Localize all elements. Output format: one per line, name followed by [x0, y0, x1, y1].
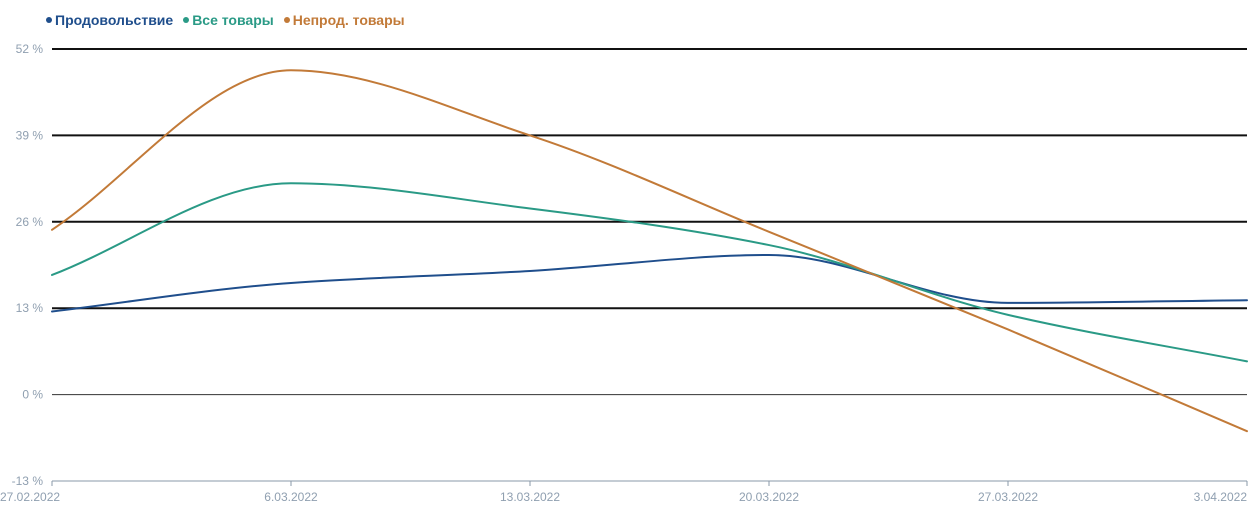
legend-label-food: Продовольствие	[55, 12, 174, 28]
x-tick-label: 6.03.2022	[264, 490, 318, 504]
y-tick-label: 26 %	[16, 215, 44, 229]
legend-item-nonfood[interactable]: Непрод. товары	[283, 12, 405, 28]
x-tick-label: 27.02.2022	[0, 490, 60, 504]
chart-legend: Продовольствие Все товары Непрод. товары	[46, 12, 405, 28]
y-tick-label: 13 %	[16, 301, 44, 315]
legend-marker-nonfood	[283, 17, 290, 23]
legend-marker-all-goods	[183, 17, 190, 23]
legend-item-food[interactable]: Продовольствие	[46, 12, 173, 28]
y-tick-label: 39 %	[16, 128, 44, 142]
y-tick-label: 52 %	[16, 42, 44, 56]
legend-label-all-goods: Все товары	[192, 12, 274, 28]
series-line-nonfood	[51, 69, 1248, 433]
y-tick-label: 0 %	[22, 388, 43, 402]
x-tick-label: 13.03.2022	[500, 490, 560, 504]
series-line-food	[51, 254, 1248, 313]
legend-item-all-goods[interactable]: Все товары	[183, 12, 274, 28]
x-tick-label: 3.04.2022	[1194, 490, 1248, 504]
x-tick-label: 20.03.2022	[739, 490, 799, 504]
y-tick-label: -13 %	[12, 474, 44, 488]
x-tick-label: 27.03.2022	[978, 490, 1038, 504]
legend-marker-food	[46, 17, 52, 23]
series-line-all-goods	[51, 182, 1248, 363]
legend-label-nonfood: Непрод. товары	[292, 12, 405, 28]
